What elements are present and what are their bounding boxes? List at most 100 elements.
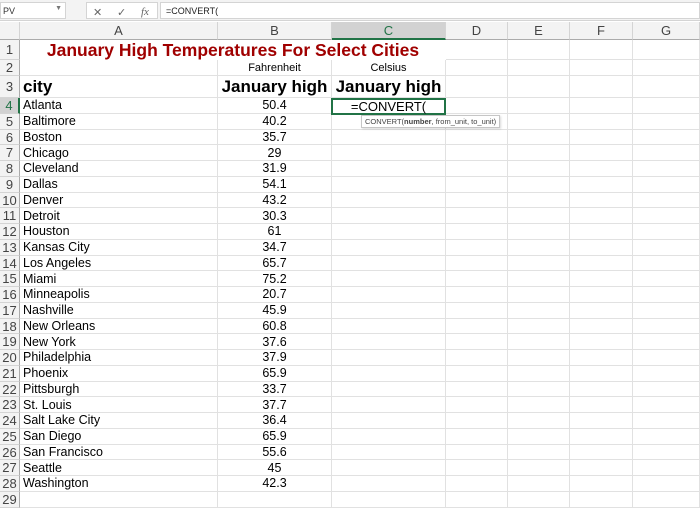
cell-G25[interactable]: [633, 428, 700, 445]
cell-A4[interactable]: Atlanta: [20, 98, 218, 114]
cell-F22[interactable]: [570, 381, 633, 398]
cell-D25[interactable]: [446, 428, 508, 445]
tooltip-current-arg[interactable]: number: [404, 117, 432, 126]
cell-E8[interactable]: [508, 161, 570, 177]
cell-E26[interactable]: [508, 444, 570, 461]
column-header-C[interactable]: C: [332, 22, 446, 40]
cell-F23[interactable]: [570, 397, 633, 413]
cell-B12[interactable]: 61: [218, 224, 332, 240]
row-header-4[interactable]: 4: [0, 98, 20, 114]
cell-B27[interactable]: 45: [218, 460, 332, 476]
cell-A10[interactable]: Denver: [20, 192, 218, 209]
cell-D9[interactable]: [446, 176, 508, 193]
cell-E11[interactable]: [508, 208, 570, 224]
cell-F27[interactable]: [570, 460, 633, 476]
cell-G28[interactable]: [633, 476, 700, 492]
cell-G9[interactable]: [633, 176, 700, 193]
cell-E10[interactable]: [508, 192, 570, 209]
cell-E25[interactable]: [508, 428, 570, 445]
cell-B18[interactable]: 60.8: [218, 318, 332, 335]
row-header-7[interactable]: 7: [0, 145, 20, 161]
cell-D24[interactable]: [446, 413, 508, 429]
cell-B5[interactable]: 40.2: [218, 113, 332, 130]
cell-E4[interactable]: [508, 98, 570, 114]
row-header-16[interactable]: 16: [0, 287, 20, 303]
cell-A11[interactable]: Detroit: [20, 208, 218, 224]
select-all-corner[interactable]: [0, 22, 20, 40]
cell-A6[interactable]: Boston: [20, 129, 218, 146]
row-header-15[interactable]: 15: [0, 271, 20, 287]
cell-C23[interactable]: [332, 397, 446, 413]
cell-A5[interactable]: Baltimore: [20, 113, 218, 130]
cell-C26[interactable]: [332, 444, 446, 461]
chevron-down-icon[interactable]: ▼: [55, 5, 62, 12]
row-header-17[interactable]: 17: [0, 302, 20, 319]
column-header-G[interactable]: G: [633, 22, 700, 40]
cell-G18[interactable]: [633, 318, 700, 335]
cell-A28[interactable]: Washington: [20, 476, 218, 492]
cell-F11[interactable]: [570, 208, 633, 224]
cell-G7[interactable]: [633, 145, 700, 161]
cell-E1[interactable]: [508, 40, 570, 60]
cell-F8[interactable]: [570, 161, 633, 177]
cell-A14[interactable]: Los Angeles: [20, 255, 218, 272]
cell-G26[interactable]: [633, 444, 700, 461]
cell-G22[interactable]: [633, 381, 700, 398]
cell-E13[interactable]: [508, 239, 570, 256]
cell-F26[interactable]: [570, 444, 633, 461]
column-header-B[interactable]: B: [218, 22, 332, 40]
cell-B13[interactable]: 34.7: [218, 239, 332, 256]
cell-A29[interactable]: [20, 491, 218, 508]
cell-C18[interactable]: [332, 318, 446, 335]
cell-C17[interactable]: [332, 302, 446, 319]
name-box[interactable]: PV ▼: [0, 2, 66, 19]
cell-B21[interactable]: 65.9: [218, 365, 332, 382]
cell-G13[interactable]: [633, 239, 700, 256]
cell-E7[interactable]: [508, 145, 570, 161]
row-header-10[interactable]: 10: [0, 192, 20, 209]
cell-F15[interactable]: [570, 271, 633, 287]
cell-G12[interactable]: [633, 224, 700, 240]
cell-E19[interactable]: [508, 334, 570, 350]
cell-G29[interactable]: [633, 491, 700, 508]
cell-E9[interactable]: [508, 176, 570, 193]
cell-B16[interactable]: 20.7: [218, 287, 332, 303]
cell-B6[interactable]: 35.7: [218, 129, 332, 146]
cell-F1[interactable]: [570, 40, 633, 60]
cell-F18[interactable]: [570, 318, 633, 335]
cell-D5[interactable]: [446, 113, 508, 130]
cell-D7[interactable]: [446, 145, 508, 161]
cell-F5[interactable]: [570, 113, 633, 130]
cell-B17[interactable]: 45.9: [218, 302, 332, 319]
cell-B28[interactable]: 42.3: [218, 476, 332, 492]
row-header-5[interactable]: 5: [0, 113, 20, 130]
insert-function-icon[interactable]: fx: [141, 6, 149, 18]
cell-A25[interactable]: San Diego: [20, 428, 218, 445]
cell-C16[interactable]: [332, 287, 446, 303]
cell-G5[interactable]: [633, 113, 700, 130]
cell-E20[interactable]: [508, 350, 570, 366]
cell-C9[interactable]: [332, 176, 446, 193]
cell-A22[interactable]: Pittsburgh: [20, 381, 218, 398]
cell-A13[interactable]: Kansas City: [20, 239, 218, 256]
cell-A18[interactable]: New Orleans: [20, 318, 218, 335]
cell-G4[interactable]: [633, 98, 700, 114]
cell-E29[interactable]: [508, 491, 570, 508]
cell-F3[interactable]: [570, 76, 633, 98]
cell-B4[interactable]: 50.4: [218, 98, 332, 114]
cell-B2[interactable]: Fahrenheit: [218, 60, 332, 76]
cell-G6[interactable]: [633, 129, 700, 146]
cell-C13[interactable]: [332, 239, 446, 256]
row-header-12[interactable]: 12: [0, 224, 20, 240]
cell-E28[interactable]: [508, 476, 570, 492]
row-header-8[interactable]: 8: [0, 161, 20, 177]
cell-E27[interactable]: [508, 460, 570, 476]
cell-C2[interactable]: Celsius: [332, 60, 446, 76]
cell-E15[interactable]: [508, 271, 570, 287]
cell-A17[interactable]: Nashville: [20, 302, 218, 319]
row-header-24[interactable]: 24: [0, 413, 20, 429]
cell-E14[interactable]: [508, 255, 570, 272]
row-header-26[interactable]: 26: [0, 444, 20, 461]
cell-C20[interactable]: [332, 350, 446, 366]
cell-D17[interactable]: [446, 302, 508, 319]
